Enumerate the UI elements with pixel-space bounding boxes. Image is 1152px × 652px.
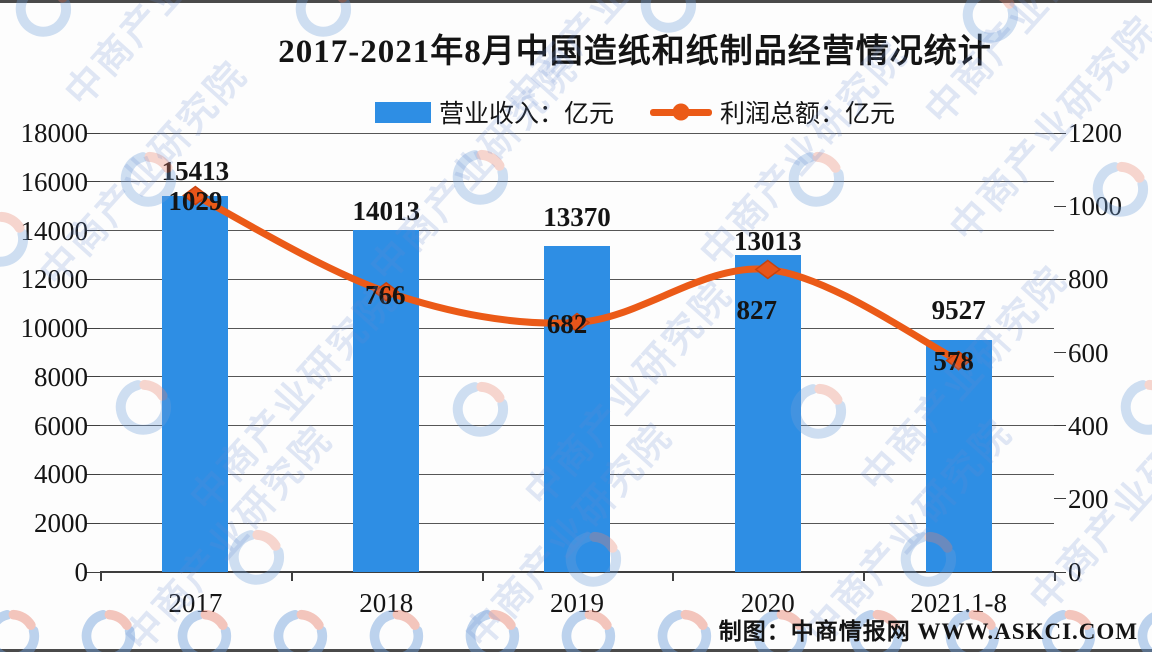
right-axis-tick-label: 0	[1068, 557, 1082, 587]
bar-value-label: 15413	[161, 156, 230, 187]
x-axis-tick	[863, 572, 866, 581]
category-label: 2017	[168, 588, 223, 618]
gridline	[100, 132, 1054, 134]
bar-value-label: 9527	[931, 294, 986, 325]
x-axis-tick	[481, 572, 484, 581]
category-label: 2019	[550, 588, 604, 618]
left-axis-tick	[86, 522, 100, 524]
line-swatch-dot-icon	[672, 103, 690, 121]
right-axis-tick-label: 600	[1068, 337, 1109, 368]
bar-swatch-icon	[374, 101, 431, 123]
right-axis-tick	[1054, 571, 1066, 573]
category-label: 2018	[359, 588, 414, 618]
left-axis-tick	[86, 181, 100, 183]
revenue-bar	[544, 245, 610, 572]
line-value-label: 1029	[168, 185, 223, 216]
legend-revenue-label: 营业收入：亿元	[438, 101, 614, 128]
left-axis-tick-label: 10000	[20, 313, 89, 344]
right-axis-tick-label: 400	[1068, 410, 1109, 441]
line-value-label: 766	[364, 279, 406, 310]
bar-value-label: 13013	[734, 225, 802, 256]
gridline	[100, 181, 1054, 183]
x-axis-tick	[1054, 572, 1056, 581]
bottom-border	[0, 649, 1152, 652]
x-axis-tick	[672, 572, 675, 581]
left-axis-tick-label: 2000	[34, 508, 88, 539]
right-axis-tick	[1054, 205, 1066, 207]
top-border	[0, 0, 1152, 3]
left-axis-tick-label: 8000	[34, 361, 88, 392]
legend: 营业收入：亿元 利润总额：亿元	[118, 94, 1152, 130]
bar-value-label: 13370	[543, 201, 611, 232]
left-axis-tick-label: 4000	[34, 459, 88, 490]
left-axis-tick-label: 0	[74, 557, 89, 587]
x-axis-tick	[290, 572, 293, 581]
category-label: 2020	[740, 588, 795, 618]
left-axis-tick	[86, 278, 100, 280]
left-axis-tick-label: 16000	[20, 166, 89, 197]
x-axis-tick	[100, 572, 102, 581]
legend-item-revenue: 营业收入：亿元	[374, 94, 614, 130]
right-axis-tick-label: 1200	[1068, 118, 1122, 148]
left-axis-tick-label: 18000	[20, 118, 89, 148]
left-axis-tick-label: 12000	[20, 264, 89, 295]
right-axis-tick-label: 1000	[1068, 191, 1122, 222]
legend-item-profit: 利润总额：亿元	[650, 94, 895, 130]
right-axis-tick	[1054, 425, 1066, 427]
left-axis-tick-label: 14000	[20, 215, 89, 246]
right-axis-tick	[1054, 352, 1066, 353]
left-axis-tick-label: 6000	[34, 410, 88, 441]
right-axis-tick	[1054, 498, 1066, 500]
line-value-label: 682	[546, 308, 588, 339]
left-axis-tick	[86, 230, 100, 232]
left-axis-tick	[86, 327, 100, 329]
left-axis-tick	[86, 571, 100, 573]
legend-profit-label: 利润总额：亿元	[720, 101, 896, 128]
left-axis-tick	[86, 132, 100, 134]
revenue-bar	[925, 339, 992, 572]
line-value-label: 827	[736, 295, 778, 326]
right-axis-tick-label: 200	[1068, 483, 1109, 514]
right-axis-tick	[1054, 132, 1066, 134]
chart-title: 2017-2021年8月中国造纸和纸制品经营情况统计	[278, 34, 992, 70]
line-swatch-icon	[650, 103, 712, 121]
right-axis-tick	[1054, 278, 1066, 280]
bar-value-label: 14013	[352, 196, 420, 227]
x-axis-line	[100, 571, 1054, 573]
source-credit: 制图：中商情报网 WWW.ASKCI.COM	[718, 619, 1138, 644]
left-axis-tick	[86, 473, 100, 475]
left-axis-tick	[86, 376, 100, 378]
revenue-bar	[162, 196, 229, 572]
line-value-label: 578	[933, 345, 974, 376]
right-axis-tick-label: 800	[1068, 264, 1109, 295]
category-label: 2021.1-8	[910, 588, 1007, 618]
left-axis-tick	[86, 425, 100, 427]
